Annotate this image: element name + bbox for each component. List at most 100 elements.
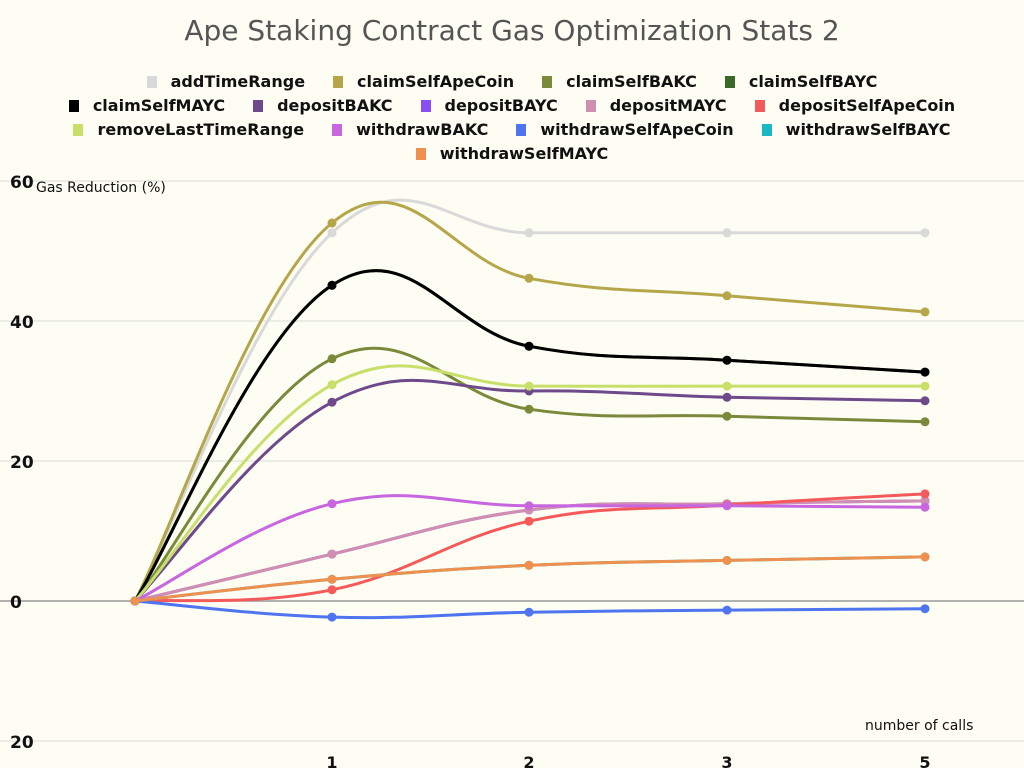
- data-point-depositBAKC: [920, 396, 930, 406]
- data-point-claimSelfBAKC: [920, 417, 930, 427]
- legend: addTimeRange claimSelfApeCoin claimSelfBAK…: [20, 70, 1004, 166]
- data-point-claimSelfMAYC: [327, 280, 337, 290]
- series-line-claimSelfApeCoin: [133, 200, 926, 602]
- legend-item: depositBAKC: [253, 94, 393, 118]
- chart-title: Ape Staking Contract Gas Optimization St…: [184, 14, 840, 47]
- series-line-claimSelfMAYC: [133, 269, 926, 602]
- data-point-depositBAKC: [722, 392, 732, 402]
- legend-label: removeLastTimeRange: [97, 120, 305, 139]
- data-point-depositSelfApeCoin: [327, 585, 337, 595]
- legend-label: withdrawBAKC: [356, 120, 489, 139]
- x-tick-label: 3: [721, 753, 732, 768]
- legend-label: depositBAKC: [277, 96, 393, 115]
- data-point-removeLastTimeRange: [920, 381, 930, 391]
- legend-item: claimSelfApeCoin: [333, 70, 514, 94]
- legend-swatch: [333, 76, 344, 88]
- legend-swatch: [68, 100, 79, 112]
- data-point-removeLastTimeRange: [722, 381, 732, 391]
- y-tick-label: 40: [10, 313, 34, 333]
- data-point-addTimeRange: [920, 228, 930, 238]
- data-point-claimSelfMAYC: [920, 367, 930, 377]
- legend-item: claimSelfMAYC: [68, 94, 226, 118]
- series-line-addTimeRange: [133, 198, 925, 602]
- legend-label: withdrawSelfMAYC: [439, 144, 609, 163]
- legend-swatch: [516, 124, 527, 136]
- data-point-removeLastTimeRange: [327, 380, 337, 390]
- legend-label: withdrawSelfBAYC: [785, 120, 951, 139]
- data-point-depositBAKC: [327, 397, 337, 407]
- legend-item: claimSelfBAYC: [724, 70, 878, 94]
- legend-swatch: [542, 76, 553, 88]
- data-point-depositMAYC: [920, 496, 930, 506]
- y-tick-label: 20: [10, 733, 34, 753]
- data-point-claimSelfApeCoin: [327, 218, 337, 228]
- data-point-withdrawBAKC: [920, 502, 930, 512]
- data-point-withdrawBAKC: [327, 499, 337, 509]
- legend-item: depositBAYC: [420, 94, 558, 118]
- legend-swatch: [724, 76, 735, 88]
- legend-label: claimSelfBAKC: [566, 72, 697, 91]
- legend-swatch: [761, 124, 772, 136]
- legend-swatch: [332, 124, 343, 136]
- legend-swatch: [585, 100, 596, 112]
- y-axis-label: Gas Reduction (%): [36, 180, 166, 196]
- legend-item: depositMAYC: [585, 94, 727, 118]
- legend-item: depositSelfApeCoin: [754, 94, 956, 118]
- data-point-withdrawSelfApeCoin: [327, 612, 337, 622]
- legend-swatch: [415, 148, 426, 160]
- data-point-withdrawBAKC: [722, 501, 732, 511]
- data-point-claimSelfApeCoin: [524, 273, 534, 283]
- data-point-depositSelfApeCoin: [920, 489, 930, 499]
- legend-swatch: [253, 100, 264, 112]
- legend-swatch: [754, 100, 765, 112]
- data-point-withdrawSelfMAYC: [524, 560, 534, 570]
- legend-label: claimSelfApeCoin: [357, 72, 515, 91]
- data-point-withdrawSelfApeCoin: [524, 607, 534, 617]
- legend-swatch: [146, 76, 157, 88]
- data-point-claimSelfBAKC: [524, 404, 534, 414]
- legend-swatch: [420, 100, 431, 112]
- data-point-withdrawSelfApeCoin: [722, 605, 732, 615]
- data-point-claimSelfBAKC: [327, 354, 337, 364]
- legend-item: withdrawSelfApeCoin: [516, 118, 734, 142]
- x-tick-label: 1: [326, 753, 337, 768]
- data-point-depositMAYC: [327, 549, 337, 559]
- data-point-addTimeRange: [524, 228, 534, 238]
- series-line-removeLastTimeRange: [133, 364, 925, 603]
- data-point-depositSelfApeCoin: [524, 516, 534, 526]
- data-point-removeLastTimeRange: [524, 381, 534, 391]
- legend-item: withdrawSelfBAYC: [761, 118, 951, 142]
- data-point-withdrawSelfMAYC: [130, 596, 140, 606]
- data-point-addTimeRange: [327, 228, 337, 238]
- legend-label: claimSelfMAYC: [92, 96, 226, 115]
- legend-swatch: [73, 124, 84, 136]
- legend-item: withdrawSelfMAYC: [415, 142, 609, 166]
- legend-label: withdrawSelfApeCoin: [540, 120, 734, 139]
- x-axis-label: number of calls: [865, 718, 973, 734]
- legend-label: depositBAYC: [444, 96, 558, 115]
- data-point-withdrawSelfApeCoin: [920, 604, 930, 614]
- series-line-claimSelfBAKC: [133, 346, 926, 602]
- data-point-withdrawBAKC: [524, 501, 534, 511]
- x-tick-label: 5: [919, 753, 930, 768]
- legend-label: depositMAYC: [609, 96, 727, 115]
- data-point-withdrawSelfMAYC: [327, 574, 337, 584]
- legend-label: claimSelfBAYC: [748, 72, 878, 91]
- data-point-claimSelfMAYC: [722, 355, 732, 365]
- series-line-claimSelfBAYC: [133, 269, 926, 602]
- data-point-addTimeRange: [722, 228, 732, 238]
- legend-item: addTimeRange: [146, 70, 306, 94]
- legend-item: withdrawBAKC: [332, 118, 488, 142]
- data-point-withdrawSelfMAYC: [722, 555, 732, 565]
- y-tick-label: 0: [10, 593, 22, 613]
- data-point-claimSelfApeCoin: [920, 307, 930, 317]
- data-point-withdrawSelfMAYC: [920, 552, 930, 562]
- legend-label: addTimeRange: [170, 72, 306, 91]
- legend-item: claimSelfBAKC: [542, 70, 697, 94]
- legend-label: depositSelfApeCoin: [778, 96, 956, 115]
- y-tick-label: 20: [10, 453, 34, 473]
- data-point-claimSelfApeCoin: [722, 291, 732, 301]
- y-tick-label: 60: [10, 173, 34, 193]
